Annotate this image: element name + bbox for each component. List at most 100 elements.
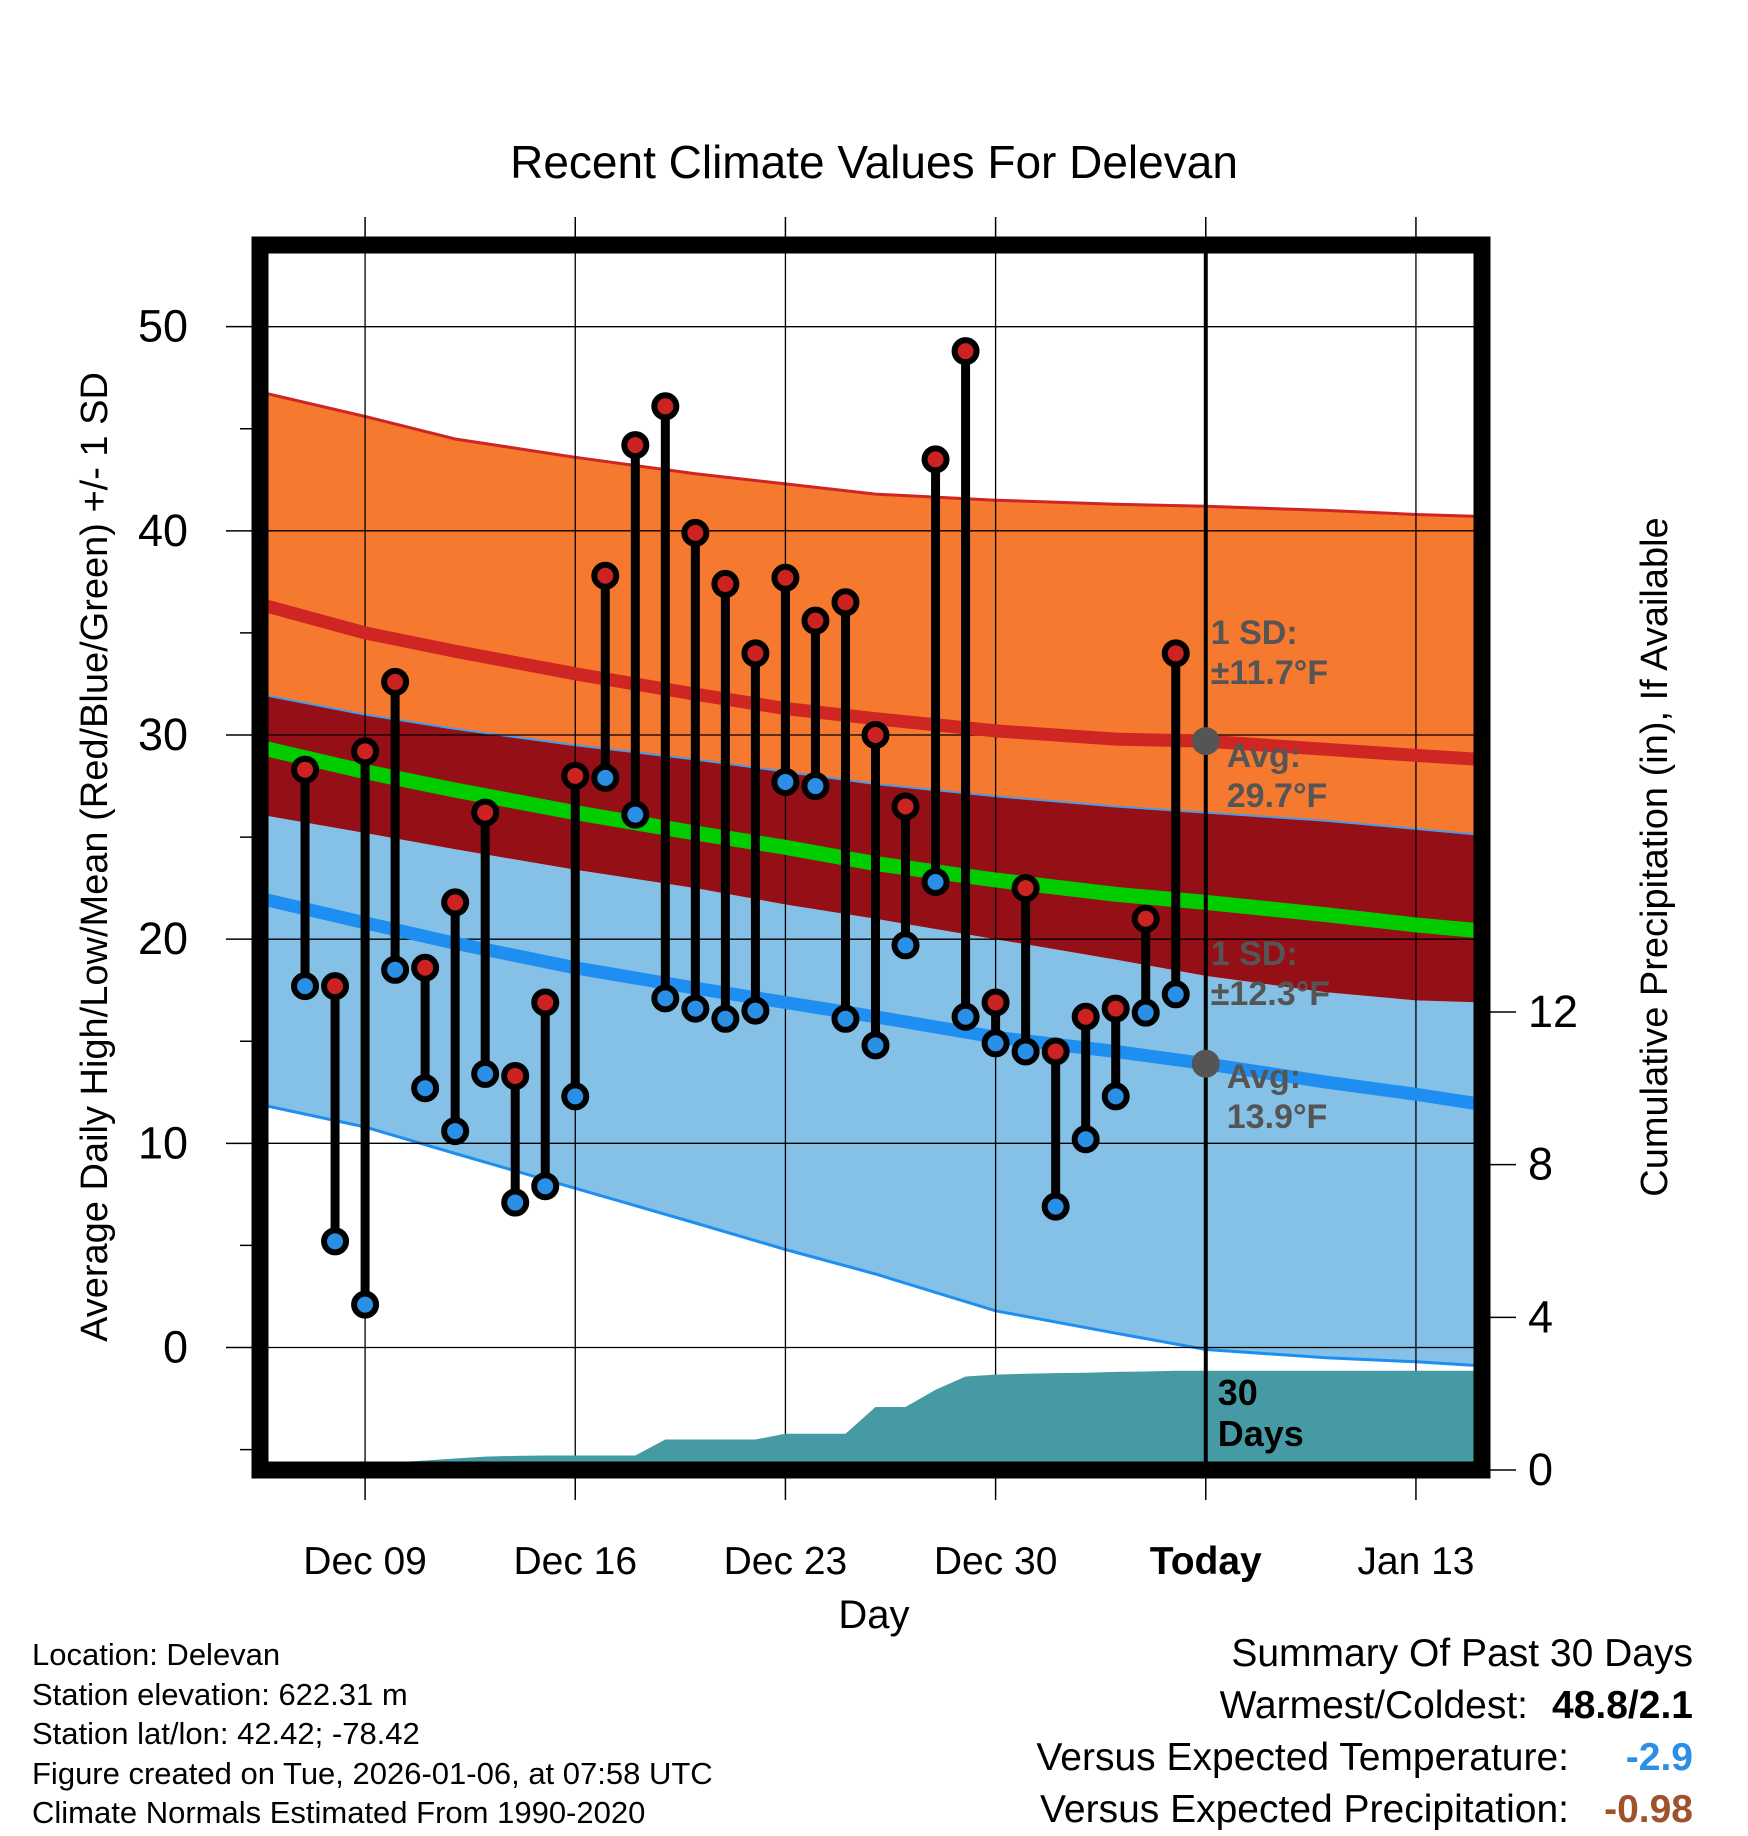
- summary-panel: Summary Of Past 30 Days Warmest/Coldest:…: [1036, 1628, 1693, 1836]
- high-point: [951, 337, 980, 366]
- y-axis-label: Average Daily High/Low/Mean (Red/Blue/Gr…: [74, 372, 116, 1342]
- low-point: [501, 1188, 530, 1217]
- summary-title: Summary Of Past 30 Days: [1231, 1632, 1693, 1675]
- low-avg-value: 13.9°F: [1227, 1098, 1328, 1136]
- y-tick-label: 20: [138, 913, 188, 964]
- low-point: [351, 1290, 380, 1319]
- precip-label: Versus Expected Precipitation:: [1040, 1788, 1569, 1831]
- x-tick-label: Dec 30: [934, 1540, 1058, 1583]
- normal-bands: [260, 390, 1482, 1368]
- high-point: [1131, 904, 1160, 933]
- high-upper-edge: [260, 390, 1482, 518]
- low-point: [471, 1059, 500, 1088]
- low-sd-label: 1 SD:: [1211, 935, 1298, 973]
- y-tick-label: 30: [138, 709, 188, 760]
- high-point: [291, 755, 320, 784]
- elevation-text: Station elevation: 622.31 m: [32, 1676, 408, 1712]
- high-point: [561, 761, 590, 790]
- low-point: [621, 800, 650, 829]
- precipitation-area: [365, 1370, 1482, 1470]
- low-lower-edge: [260, 1103, 1482, 1368]
- created-text: Figure created on Tue, 2026-01-06, at 07…: [32, 1755, 713, 1791]
- high-point: [381, 667, 410, 696]
- low-point: [1161, 980, 1190, 1009]
- high-point: [1101, 994, 1130, 1023]
- x-axis-label: Day: [838, 1593, 909, 1637]
- station-info: Location: Delevan Station elevation: 622…: [32, 1635, 713, 1833]
- low-point: [591, 763, 620, 792]
- high-point: [831, 588, 860, 617]
- low-sd-band: [260, 814, 1482, 1366]
- low-point: [1131, 998, 1160, 1027]
- high-point: [411, 953, 440, 982]
- high-point: [771, 563, 800, 592]
- plot-frame: [251, 236, 1491, 1479]
- normals-text: Climate Normals Estimated From 1990-2020: [32, 1795, 646, 1830]
- high-point: [651, 392, 680, 421]
- y-tick-label: 50: [138, 301, 188, 352]
- summary-row-precip: Versus Expected Precipitation: -0.98: [1036, 1784, 1693, 1836]
- low-point: [651, 984, 680, 1013]
- x-tick-label: Dec 09: [303, 1540, 427, 1583]
- low-point: [801, 772, 830, 801]
- high-point: [921, 445, 950, 474]
- high-point: [591, 561, 620, 590]
- high-sd-label: 1 SD:: [1211, 614, 1298, 652]
- high-point: [351, 737, 380, 766]
- low-point: [441, 1117, 470, 1146]
- chart-axes: Dec 09 Dec 16 Dec 23 Dec 30 Today Jan 13 0 10 20…: [138, 217, 1578, 1583]
- low-point: [1071, 1125, 1100, 1154]
- high-point: [321, 972, 350, 1001]
- low-point: [291, 972, 320, 1001]
- y-tick-label: 40: [138, 505, 188, 556]
- high-point: [1011, 874, 1040, 903]
- summary-row-temp: Versus Expected Temperature: -2.9: [1036, 1732, 1693, 1784]
- x-tick-label: Dec 16: [513, 1540, 637, 1583]
- low-point: [561, 1082, 590, 1111]
- warmest-coldest-value: 48.8/2.1: [1552, 1684, 1693, 1727]
- low-point: [321, 1227, 350, 1256]
- latlon-text: Station lat/lon: 42.42; -78.42: [32, 1716, 420, 1751]
- period-label-line1: 30: [1218, 1372, 1258, 1413]
- warmest-coldest-label: Warmest/Coldest:: [1219, 1684, 1529, 1727]
- high-point: [891, 792, 920, 821]
- low-point: [681, 994, 710, 1023]
- low-point: [381, 955, 410, 984]
- temp-label: Versus Expected Temperature:: [1036, 1736, 1569, 1779]
- low-point: [831, 1004, 860, 1033]
- low-point: [1041, 1192, 1070, 1221]
- low-point: [861, 1031, 890, 1060]
- high-avg-marker: [1191, 727, 1220, 756]
- high-avg-label: Avg:: [1227, 737, 1301, 775]
- high-point: [981, 988, 1010, 1017]
- low-avg-label: Avg:: [1227, 1058, 1301, 1096]
- high-point: [531, 988, 560, 1017]
- high-point: [1041, 1037, 1070, 1066]
- y2-tick-label: 12: [1528, 986, 1578, 1037]
- high-point: [501, 1061, 530, 1090]
- summary-row-warmest: Warmest/Coldest: 48.8/2.1: [1036, 1680, 1693, 1732]
- temp-value: -2.9: [1625, 1736, 1693, 1779]
- high-point: [1071, 1002, 1100, 1031]
- high-point: [621, 431, 650, 460]
- location-text: Location: Delevan: [32, 1637, 281, 1672]
- y-tick-label: 0: [163, 1322, 188, 1373]
- precip-fill: [365, 1370, 1482, 1470]
- high-point: [801, 606, 830, 635]
- low-point: [771, 767, 800, 796]
- high-point: [861, 721, 890, 749]
- high-point: [711, 569, 740, 598]
- high-point: [471, 798, 500, 827]
- high-point: [441, 888, 470, 917]
- x-tick-label: Today: [1150, 1540, 1262, 1583]
- period-label-line2: Days: [1218, 1413, 1304, 1454]
- x-tick-label: Jan 13: [1357, 1540, 1474, 1583]
- x-tick-label: Dec 23: [724, 1540, 848, 1583]
- low-point: [981, 1029, 1010, 1058]
- low-point: [951, 1002, 980, 1031]
- low-sd-value: ±12.3°F: [1211, 975, 1330, 1013]
- normal-high-line: [260, 598, 1482, 766]
- high-point: [741, 639, 770, 668]
